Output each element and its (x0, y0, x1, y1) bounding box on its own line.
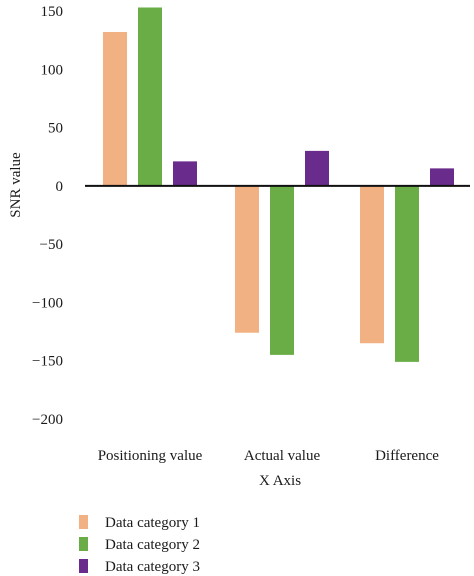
x-category-label: Actual value (244, 448, 321, 464)
bar (430, 168, 454, 186)
bar (173, 161, 197, 186)
y-tick-label: −150 (32, 354, 63, 370)
y-tick-label: 150 (41, 4, 64, 20)
legend-swatch (79, 537, 88, 551)
bar (395, 185, 419, 362)
bar (360, 185, 384, 344)
x-category-label: Positioning value (98, 448, 203, 464)
legend-swatch (79, 515, 88, 529)
legend: Data category 1 Data category 2 Data categ… (79, 515, 200, 575)
legend-label: Data category 3 (105, 559, 200, 575)
y-tick-label: 0 (56, 179, 64, 195)
x-category-label: Difference (375, 448, 439, 464)
y-axis-label: SNR value (8, 152, 24, 218)
y-tick-label: 50 (48, 121, 63, 137)
y-tick-label: −200 (32, 412, 63, 428)
y-tick-label: −50 (40, 237, 63, 253)
legend-label: Data category 2 (105, 537, 200, 553)
bar (138, 7, 162, 186)
bar (103, 31, 127, 186)
y-tick-label: −100 (32, 295, 63, 311)
x-axis-categories: Positioning value Actual value Difference (98, 448, 440, 464)
y-tick-label: 100 (41, 62, 64, 78)
legend-swatch (79, 559, 88, 573)
bars-group (103, 7, 454, 362)
x-axis-label: X Axis (259, 473, 301, 489)
bar (270, 185, 294, 355)
bar (305, 150, 329, 186)
legend-label: Data category 1 (105, 515, 200, 531)
y-axis-ticks: 150 100 50 0 −50 −100 −150 −200 (32, 4, 63, 428)
bar (235, 185, 259, 333)
